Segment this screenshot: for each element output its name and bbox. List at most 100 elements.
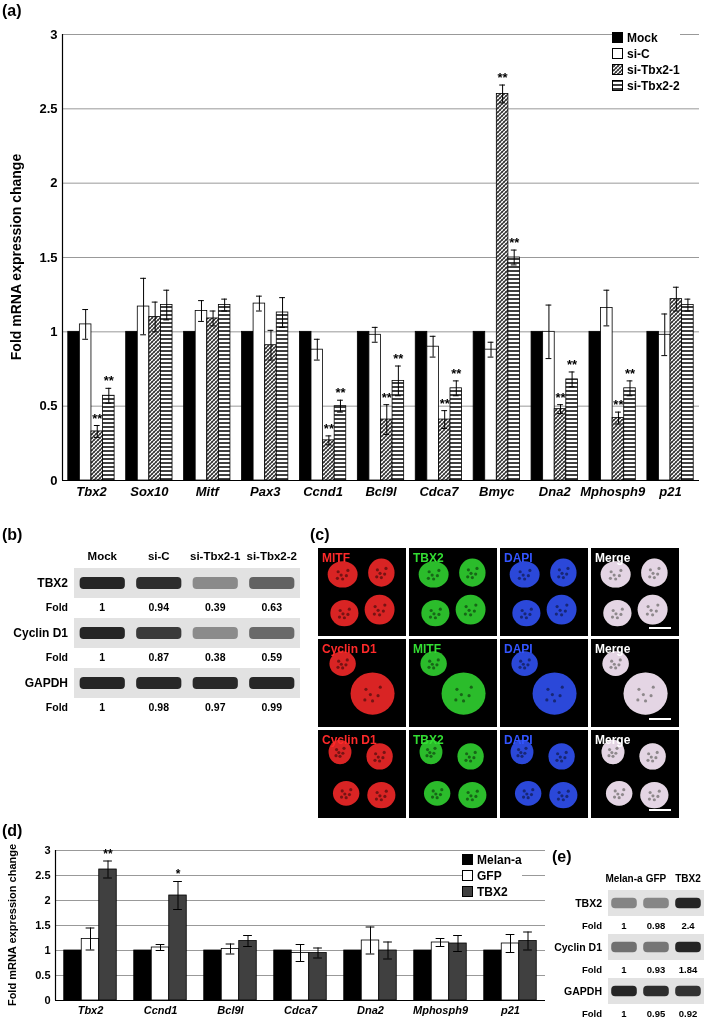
svg-text:Sox10: Sox10 bbox=[130, 484, 169, 499]
svg-text:1.84: 1.84 bbox=[679, 964, 698, 975]
svg-text:**: ** bbox=[567, 357, 578, 372]
svg-text:MITF: MITF bbox=[413, 642, 441, 656]
svg-text:0.99: 0.99 bbox=[262, 701, 283, 713]
svg-text:0.95: 0.95 bbox=[647, 1008, 666, 1019]
svg-text:Cyclin D1: Cyclin D1 bbox=[13, 626, 68, 640]
svg-text:Cyclin D1: Cyclin D1 bbox=[322, 733, 377, 747]
svg-text:p21: p21 bbox=[658, 484, 681, 499]
svg-text:1: 1 bbox=[50, 324, 57, 339]
svg-text:MITF: MITF bbox=[322, 551, 350, 565]
svg-text:Mitf: Mitf bbox=[196, 484, 221, 499]
svg-text:p21: p21 bbox=[500, 1004, 520, 1016]
svg-text:0.63: 0.63 bbox=[262, 601, 283, 613]
svg-text:Bcl9l: Bcl9l bbox=[365, 484, 396, 499]
svg-text:**: ** bbox=[104, 373, 115, 388]
svg-text:si-Tbx2-2: si-Tbx2-2 bbox=[247, 550, 298, 562]
svg-text:Cdca7: Cdca7 bbox=[284, 1004, 318, 1016]
svg-text:si-Tbx2-1: si-Tbx2-1 bbox=[190, 550, 241, 562]
svg-text:2: 2 bbox=[50, 175, 57, 190]
svg-text:Merge: Merge bbox=[595, 642, 631, 656]
svg-text:DAPI: DAPI bbox=[504, 551, 533, 565]
svg-text:0.5: 0.5 bbox=[35, 969, 50, 981]
svg-text:Mock: Mock bbox=[88, 550, 118, 562]
svg-text:2.5: 2.5 bbox=[39, 101, 57, 116]
svg-text:1: 1 bbox=[99, 601, 105, 613]
svg-text:DAPI: DAPI bbox=[504, 642, 533, 656]
svg-text:TBX2: TBX2 bbox=[575, 897, 602, 909]
svg-text:**: ** bbox=[393, 351, 404, 366]
svg-text:1: 1 bbox=[621, 1008, 627, 1019]
svg-text:**: ** bbox=[440, 396, 451, 411]
svg-text:Dna2: Dna2 bbox=[539, 484, 572, 499]
svg-text:0.87: 0.87 bbox=[149, 651, 170, 663]
svg-text:GAPDH: GAPDH bbox=[25, 676, 68, 690]
svg-text:**: ** bbox=[451, 366, 462, 381]
svg-text:si-C: si-C bbox=[148, 550, 170, 562]
svg-text:Bmyc: Bmyc bbox=[479, 484, 515, 499]
svg-text:**: ** bbox=[613, 397, 624, 412]
svg-text:GAPDH: GAPDH bbox=[564, 985, 602, 997]
svg-text:0.97: 0.97 bbox=[205, 701, 226, 713]
svg-text:1.5: 1.5 bbox=[35, 919, 50, 931]
svg-text:**: ** bbox=[92, 411, 103, 426]
svg-text:Cdca7: Cdca7 bbox=[419, 484, 459, 499]
svg-text:3: 3 bbox=[44, 844, 50, 856]
svg-text:Melan-a: Melan-a bbox=[605, 873, 643, 884]
svg-text:Dna2: Dna2 bbox=[357, 1004, 384, 1016]
svg-text:**: ** bbox=[555, 390, 566, 405]
svg-text:Merge: Merge bbox=[595, 551, 631, 565]
svg-text:2.4: 2.4 bbox=[681, 920, 695, 931]
svg-text:Fold: Fold bbox=[582, 1008, 602, 1019]
svg-text:Fold: Fold bbox=[582, 964, 602, 975]
svg-text:**: ** bbox=[498, 70, 509, 85]
svg-text:1: 1 bbox=[99, 651, 105, 663]
svg-text:0.98: 0.98 bbox=[149, 701, 170, 713]
svg-text:1: 1 bbox=[99, 701, 105, 713]
svg-text:**: ** bbox=[382, 390, 393, 405]
svg-text:Fold: Fold bbox=[582, 920, 602, 931]
svg-text:Mphosph9: Mphosph9 bbox=[580, 484, 646, 499]
svg-text:Tbx2: Tbx2 bbox=[76, 484, 107, 499]
svg-text:**: ** bbox=[625, 366, 636, 381]
svg-text:GFP: GFP bbox=[646, 873, 667, 884]
svg-text:Merge: Merge bbox=[595, 733, 631, 747]
svg-text:Tbx2: Tbx2 bbox=[78, 1004, 104, 1016]
svg-text:1.5: 1.5 bbox=[39, 250, 57, 265]
svg-text:**: ** bbox=[509, 235, 520, 250]
svg-text:0.5: 0.5 bbox=[39, 398, 57, 413]
svg-text:2: 2 bbox=[44, 894, 50, 906]
svg-text:0.38: 0.38 bbox=[205, 651, 226, 663]
svg-text:0.39: 0.39 bbox=[205, 601, 226, 613]
svg-text:TBX2: TBX2 bbox=[413, 551, 444, 565]
svg-text:2.5: 2.5 bbox=[35, 869, 50, 881]
svg-text:0.94: 0.94 bbox=[149, 601, 170, 613]
svg-text:Cyclin D1: Cyclin D1 bbox=[322, 642, 377, 656]
svg-text:Fold: Fold bbox=[46, 651, 68, 663]
svg-text:*: * bbox=[176, 867, 181, 881]
svg-text:1: 1 bbox=[621, 964, 627, 975]
svg-text:**: ** bbox=[103, 847, 113, 861]
svg-text:Fold: Fold bbox=[46, 601, 68, 613]
svg-text:0.59: 0.59 bbox=[262, 651, 283, 663]
svg-text:DAPI: DAPI bbox=[504, 733, 533, 747]
svg-text:**: ** bbox=[324, 421, 335, 436]
svg-text:Cyclin D1: Cyclin D1 bbox=[554, 941, 602, 953]
svg-text:Ccnd1: Ccnd1 bbox=[303, 484, 343, 499]
svg-text:Bcl9l: Bcl9l bbox=[217, 1004, 244, 1016]
svg-text:TBX2: TBX2 bbox=[413, 733, 444, 747]
svg-text:0.93: 0.93 bbox=[647, 964, 666, 975]
svg-text:1: 1 bbox=[621, 920, 627, 931]
svg-text:0: 0 bbox=[50, 473, 57, 488]
svg-text:0.98: 0.98 bbox=[647, 920, 666, 931]
svg-text:0.92: 0.92 bbox=[679, 1008, 698, 1019]
svg-text:**: ** bbox=[335, 385, 346, 400]
svg-text:TBX2: TBX2 bbox=[37, 576, 68, 590]
svg-text:Fold: Fold bbox=[46, 701, 68, 713]
svg-text:Mphosph9: Mphosph9 bbox=[413, 1004, 469, 1016]
svg-text:Ccnd1: Ccnd1 bbox=[144, 1004, 178, 1016]
svg-text:TBX2: TBX2 bbox=[675, 873, 701, 884]
svg-text:0: 0 bbox=[44, 994, 50, 1006]
svg-text:Pax3: Pax3 bbox=[250, 484, 281, 499]
svg-text:3: 3 bbox=[50, 27, 57, 42]
svg-text:1: 1 bbox=[44, 944, 50, 956]
